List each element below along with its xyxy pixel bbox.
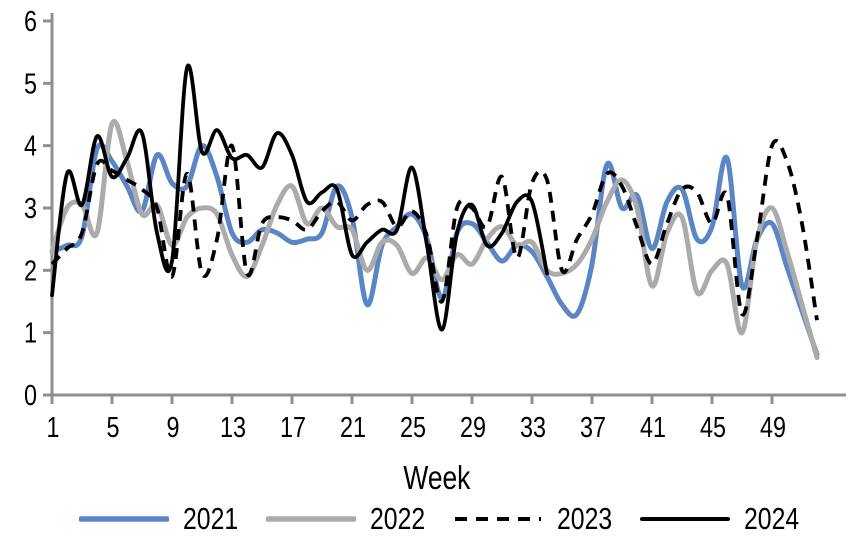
legend-line-sample-2024 [639,517,730,521]
y-tick-label: 5 [24,68,37,100]
x-tick-label: 17 [280,412,306,444]
series-line-2022 [49,118,820,361]
legend-item-2021: 2021 [79,501,240,537]
y-tick-label: 6 [24,6,37,38]
y-tick-label: 1 [24,318,37,350]
x-tick-label: 9 [167,412,180,444]
x-axis-title-row: Week [0,459,852,497]
x-tick-label: 49 [760,412,786,444]
x-tick-label: 29 [460,412,486,444]
x-tick-label: 25 [400,412,426,444]
legend-label-2023: 2023 [557,501,613,536]
legend-label-2022: 2022 [370,501,426,536]
x-axis-title: Week [403,459,471,496]
x-tick-label: 41 [640,412,666,444]
x-tick-label: 37 [580,412,606,444]
y-tick-label: 3 [24,193,37,225]
legend-line-sample-2021 [79,516,170,522]
legend-label-2021: 2021 [183,501,239,536]
series-line-2023 [50,138,819,321]
legend-item-2024: 2024 [639,501,801,537]
legend-label-2024: 2024 [743,501,800,536]
x-tick-label: 33 [520,412,546,444]
legend-line-sample-2022 [266,516,357,522]
x-tick-label: 21 [340,412,366,444]
legend-item-2023: 2023 [453,501,614,537]
y-tick-label: 0 [24,380,37,412]
chart-legend: 2021 2022 2023 2024 [14,501,852,537]
y-tick-label: 4 [24,131,37,163]
legend-line-sample-2023 [455,517,541,521]
x-tick-label: 13 [220,412,246,444]
y-tick-label: 2 [24,255,37,287]
x-tick-label: 1 [47,412,60,444]
legend-item-2022: 2022 [266,501,427,537]
x-tick-label: 45 [700,412,726,444]
series-line-2021 [49,142,820,357]
x-tick-label: 5 [107,412,120,444]
series-line-2024 [50,63,549,332]
